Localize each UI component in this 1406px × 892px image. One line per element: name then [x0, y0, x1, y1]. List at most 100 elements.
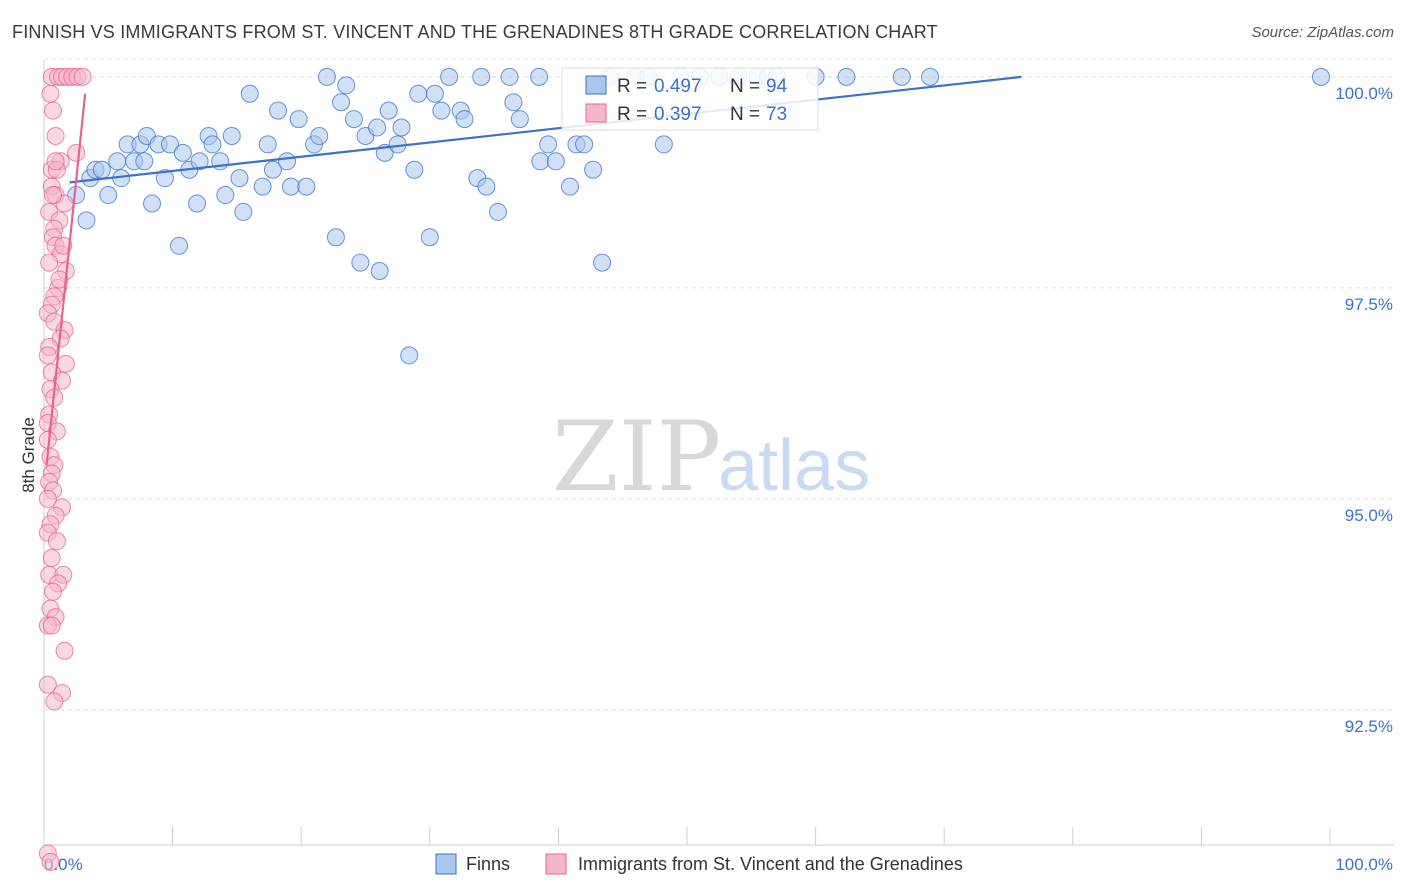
data-point [440, 67, 459, 86]
data-point [258, 135, 277, 154]
y-tick-label: 95.0% [1345, 506, 1393, 525]
data-point [173, 143, 192, 162]
y-tick-label: 92.5% [1345, 717, 1393, 736]
legend-immigrants-n-label: N = [730, 104, 760, 125]
data-point [234, 202, 253, 221]
data-point [409, 84, 428, 103]
data-point [41, 84, 60, 103]
data-point [230, 169, 249, 188]
data-point [500, 67, 519, 86]
data-point [289, 110, 308, 129]
data-point [892, 67, 911, 86]
data-point [38, 346, 57, 365]
data-point [44, 186, 63, 205]
bottom-legend-swatch-finns [435, 853, 457, 875]
data-point [42, 616, 61, 635]
data-point [188, 194, 207, 213]
data-point [46, 152, 65, 171]
trend-line-finns [69, 75, 1022, 184]
data-point [575, 135, 594, 154]
data-point [368, 118, 387, 137]
data-point [560, 177, 579, 196]
data-point [510, 110, 529, 129]
data-point [135, 152, 154, 171]
data-point [400, 346, 419, 365]
data-point [77, 211, 96, 230]
data-point [170, 236, 189, 255]
y-axis-label: 8th Grade [19, 417, 38, 493]
data-point [420, 228, 439, 247]
legend-finns-n-label: N = [730, 76, 760, 97]
data-point [332, 93, 351, 112]
legend-swatch-finns [585, 75, 607, 95]
data-point [50, 270, 69, 289]
data-point [317, 67, 336, 86]
legend-finns-n-value: 94 [766, 76, 788, 97]
y-tick-label: 97.5% [1345, 295, 1393, 314]
data-point [38, 675, 57, 694]
data-point [216, 186, 235, 205]
legend-immigrants-r-value: 0.397 [654, 104, 702, 125]
data-point [263, 160, 282, 179]
data-point [593, 253, 612, 272]
x-tick-label: 100.0% [1335, 855, 1393, 874]
data-point [67, 143, 86, 162]
data-point [530, 67, 549, 86]
data-point [297, 177, 316, 196]
data-point [392, 118, 411, 137]
bottom-legend: Finns Immigrants from St. Vincent and th… [435, 853, 963, 875]
gridlines [44, 58, 1394, 711]
data-point [161, 135, 180, 154]
data-point [203, 135, 222, 154]
data-point [310, 126, 329, 145]
y-tick-label: 100.0% [1335, 84, 1393, 103]
data-point [40, 253, 59, 272]
data-point [472, 67, 491, 86]
series-immigrants [38, 67, 92, 871]
data-point [143, 194, 162, 213]
data-point [504, 93, 523, 112]
bottom-legend-immigrants: Immigrants from St. Vincent and the Gren… [578, 854, 963, 874]
watermark-zip: ZIP [552, 401, 721, 513]
trend-line-immigrants [45, 93, 87, 466]
data-point [432, 101, 451, 120]
data-point [281, 177, 300, 196]
data-point [546, 152, 565, 171]
data-point [99, 186, 118, 205]
data-point [584, 160, 603, 179]
data-point [337, 76, 356, 95]
data-point [351, 253, 370, 272]
data-point [1311, 67, 1330, 86]
data-point [379, 101, 398, 120]
data-point [55, 641, 74, 660]
data-point [222, 126, 241, 145]
chart-title: FINNISH VS IMMIGRANTS FROM ST. VINCENT A… [12, 22, 938, 42]
data-point [54, 236, 73, 255]
data-point [44, 101, 63, 120]
legend-swatch-immigrants [585, 103, 607, 123]
data-point [370, 262, 389, 281]
data-point [42, 549, 61, 568]
data-point [425, 84, 444, 103]
data-point [531, 152, 550, 171]
data-point [921, 67, 940, 86]
legend-finns-r-label: R = [617, 76, 647, 97]
data-point [477, 177, 496, 196]
data-point [539, 135, 558, 154]
data-point [278, 152, 297, 171]
data-point [269, 101, 288, 120]
bottom-legend-swatch-immigrants [545, 853, 567, 875]
bottom-legend-finns: Finns [466, 854, 510, 874]
data-point [488, 202, 507, 221]
data-point [73, 67, 92, 86]
legend-finns-r-value: 0.497 [654, 76, 702, 97]
data-point [654, 135, 673, 154]
data-point [240, 84, 259, 103]
trend-lines [45, 75, 1022, 466]
data-point [326, 228, 345, 247]
data-point [405, 160, 424, 179]
legend-box: R = 0.497 N = 94 R = 0.397 N = 73 [561, 67, 819, 131]
source-credit: Source: ZipAtlas.com [1251, 24, 1394, 41]
data-point [47, 532, 66, 551]
